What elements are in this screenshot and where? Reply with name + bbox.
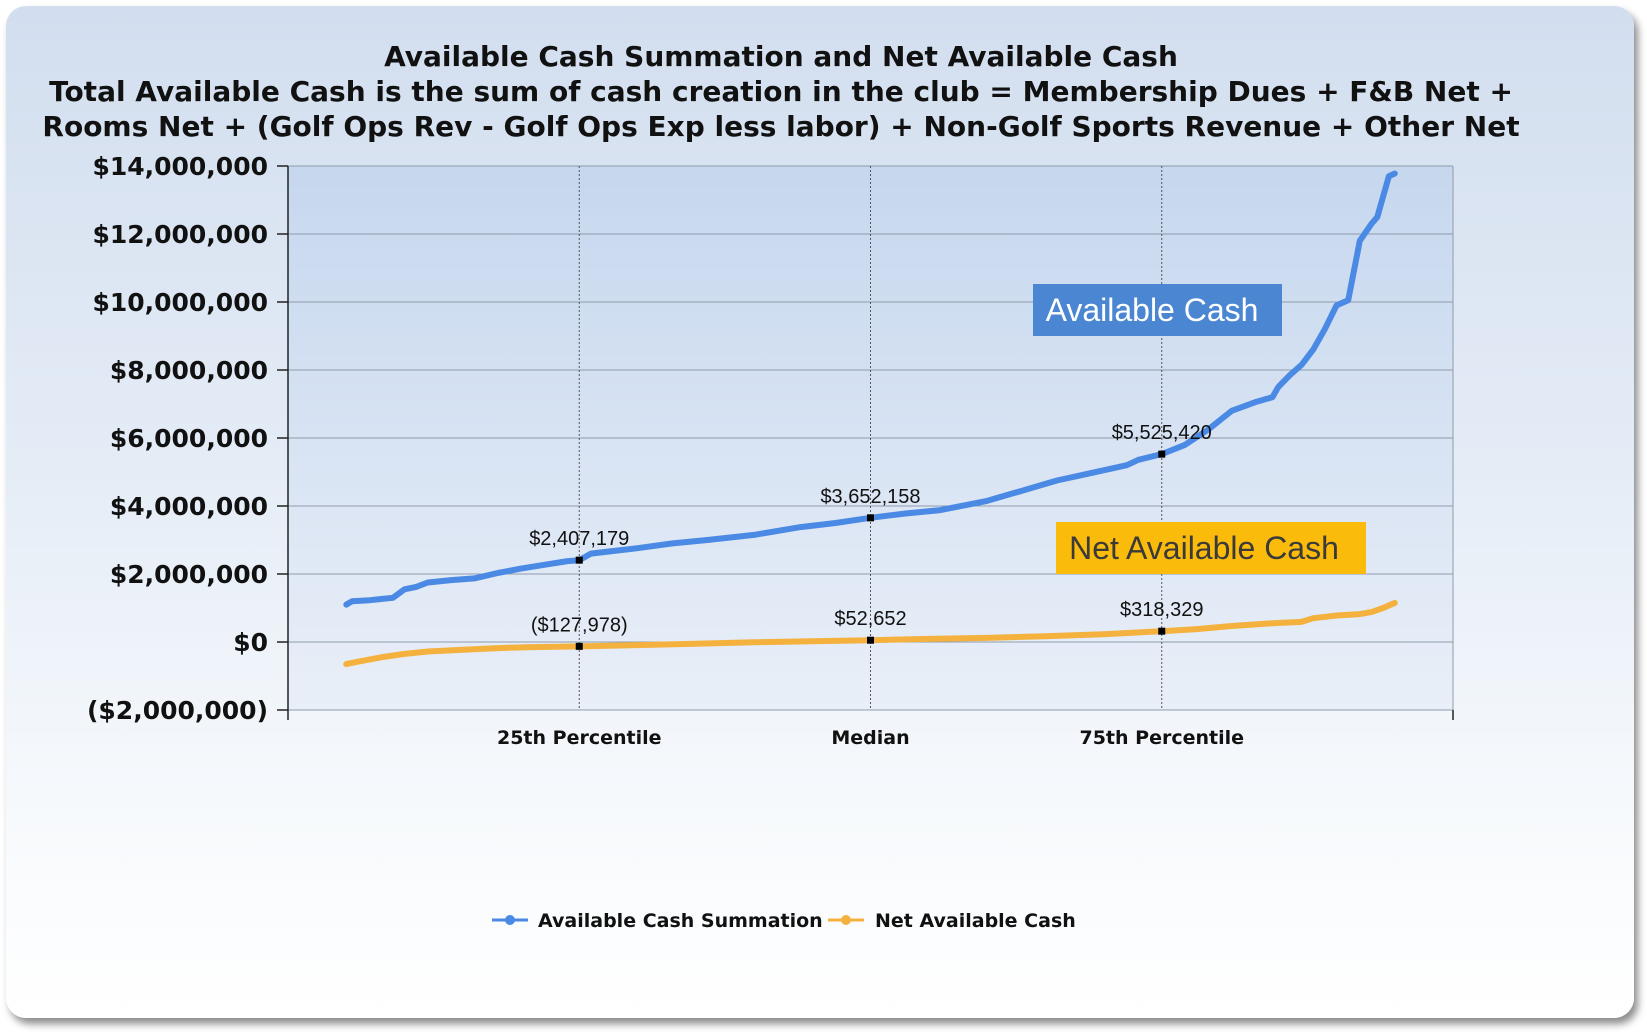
data-label: $2,407,179: [529, 528, 629, 550]
x-tick-label: Median: [831, 727, 909, 749]
callout-box: [1056, 522, 1366, 574]
legend-swatch-marker: [505, 915, 515, 925]
data-point-marker: [1158, 450, 1166, 458]
data-label: ($127,978): [531, 614, 628, 636]
x-tick-label: 25th Percentile: [497, 727, 662, 749]
data-label: $318,329: [1120, 599, 1203, 621]
y-tick-label: $6,000,000: [110, 424, 268, 453]
y-tick-label: ($2,000,000): [87, 696, 268, 725]
y-tick-label: $4,000,000: [110, 492, 268, 521]
callout-label: Available Cash: [1046, 292, 1259, 328]
legend-label: Net Available Cash: [875, 910, 1076, 932]
data-label: $52,652: [834, 608, 906, 630]
data-point-marker: [575, 642, 583, 650]
y-tick-label: $14,000,000: [92, 152, 268, 181]
series-line-available-cash-summation: [343, 170, 1398, 608]
data-point-marker: [575, 556, 583, 564]
chart-subtitle-line-2: Rooms Net + (Golf Ops Rev - Golf Ops Exp…: [42, 110, 1519, 143]
chart-subtitle-line-1: Total Available Cash is the sum of cash …: [49, 75, 1513, 108]
legend: Available Cash Summation Net Available Ca…: [492, 910, 1076, 932]
series-line-net-available-cash: [343, 599, 1398, 668]
plot-area: $14,000,000 $12,000,000 $10,000,000 $8,000,…: [87, 152, 1454, 749]
legend-label: Available Cash Summation: [538, 910, 823, 932]
y-tick-label: $10,000,000: [92, 288, 268, 317]
data-label: $5,525,420: [1112, 422, 1212, 444]
x-tick-label: 75th Percentile: [1079, 727, 1244, 749]
callout-box: [1033, 284, 1282, 336]
data-point-marker: [867, 636, 874, 644]
legend-swatch-marker: [841, 915, 851, 925]
data-point-marker: [1158, 627, 1166, 635]
y-tick-label: $2,000,000: [110, 560, 268, 589]
callout-label: Net Available Cash: [1069, 530, 1339, 566]
y-tick-label: $0: [233, 628, 268, 657]
y-tick-label: $8,000,000: [110, 356, 268, 385]
chart-title: Available Cash Summation and Net Availab…: [384, 40, 1178, 73]
data-label: $3,652,158: [820, 486, 920, 508]
chart-card: Available Cash Summation and Net Availab…: [6, 6, 1634, 1018]
data-point-marker: [867, 514, 874, 522]
y-tick-label: $12,000,000: [92, 220, 268, 249]
chart-svg: Available Cash Summation and Net Availab…: [42, 40, 1519, 932]
